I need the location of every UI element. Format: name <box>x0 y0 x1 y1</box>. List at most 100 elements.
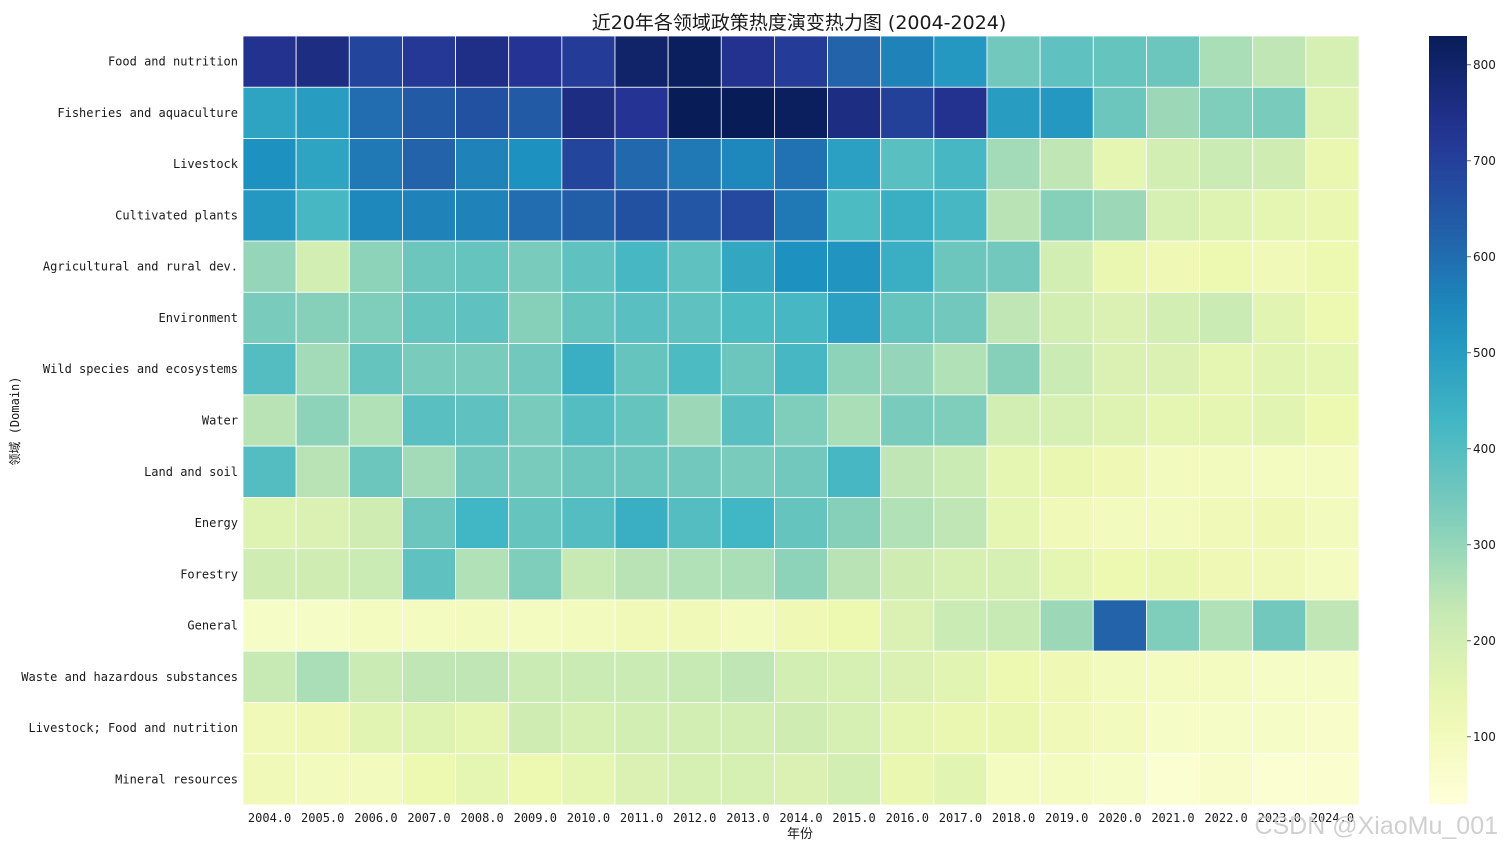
y-tick-labels: Food and nutrition Fisheries and aquacult… <box>21 55 239 787</box>
heatmap-cell <box>720 599 775 652</box>
y-tick-label: Energy <box>195 516 238 530</box>
heatmap-cell <box>774 548 828 601</box>
heatmap-cell <box>508 445 563 498</box>
heatmap-cell <box>242 189 297 242</box>
heatmap-cell <box>1305 189 1360 242</box>
heatmap-cell <box>774 394 828 447</box>
y-tick-label: Livestock <box>173 157 239 171</box>
heatmap-cell <box>986 291 1041 344</box>
heatmap-cell <box>1199 189 1254 242</box>
heatmap-cell <box>720 548 775 601</box>
heatmap-cell <box>1039 394 1094 447</box>
heatmap-cell <box>1039 753 1094 806</box>
heatmap-cell <box>827 138 882 191</box>
heatmap-cell <box>242 599 297 652</box>
heatmap-cell <box>1199 445 1254 498</box>
heatmap-cell <box>986 86 1041 139</box>
heatmap-cell <box>614 394 669 447</box>
heatmap-cell <box>508 138 563 191</box>
heatmap-cell <box>1199 86 1254 139</box>
heatmap-cell <box>667 394 722 447</box>
heatmap-cell <box>561 702 616 755</box>
colorbar-tick-label: 400 <box>1473 442 1496 456</box>
heatmap-cell <box>295 445 350 498</box>
heatmap-cell <box>1039 86 1094 139</box>
heatmap-cell <box>827 599 882 652</box>
heatmap-cell <box>1039 138 1094 191</box>
heatmap-cell <box>242 343 297 396</box>
heatmap-cell <box>1146 35 1200 88</box>
heatmap-cell <box>986 753 1041 806</box>
heatmap-cell <box>1199 394 1254 447</box>
heatmap-cell <box>402 189 456 242</box>
heatmap-cell <box>1039 35 1094 88</box>
x-tick-labels: 2004.0 2005.0 2006.0 2007.0 2008.0 2009.0 2010… <box>248 811 1354 825</box>
heatmap-cell <box>1146 343 1200 396</box>
heatmap-cell <box>242 753 297 806</box>
heatmap-cell <box>1092 291 1147 344</box>
heatmap-cell <box>827 35 882 88</box>
heatmap-cell <box>1305 343 1360 396</box>
heatmap-cell <box>880 394 935 447</box>
heatmap-cell <box>933 548 988 601</box>
heatmap-cell <box>614 138 669 191</box>
heatmap-cell <box>933 343 988 396</box>
heatmap-cell <box>402 394 456 447</box>
heatmap-cell <box>720 86 775 139</box>
heatmap-cell <box>880 599 935 652</box>
heatmap-cell <box>1252 753 1307 806</box>
x-tick-label: 2012.0 <box>673 811 716 825</box>
heatmap-cell <box>508 496 563 550</box>
heatmap-cell <box>720 753 775 806</box>
colorbar-tick-label: 800 <box>1473 58 1496 72</box>
heatmap-cell <box>880 138 935 191</box>
heatmap-cell <box>720 650 775 703</box>
heatmap-cell <box>295 240 350 293</box>
heatmap-cell <box>827 702 882 755</box>
heatmap-cell <box>1092 753 1147 806</box>
heatmap-cell <box>508 753 563 806</box>
heatmap-cell <box>402 599 456 652</box>
heatmap-cell <box>1252 35 1307 88</box>
heatmap-cell <box>933 599 988 652</box>
x-tick-label: 2022.0 <box>1204 811 1247 825</box>
heatmap-cell <box>827 394 882 447</box>
heatmap-cell <box>774 650 828 703</box>
heatmap-cell <box>508 702 563 755</box>
heatmap-cell <box>348 650 403 703</box>
heatmap-cell <box>348 445 403 498</box>
heatmap-cell <box>986 394 1041 447</box>
heatmap-cell <box>295 394 350 447</box>
heatmap-cell <box>933 189 988 242</box>
heatmap-cell <box>774 343 828 396</box>
heatmap-cell <box>880 86 935 139</box>
heatmap-cell <box>1092 35 1147 88</box>
y-tick-label: Mineral resources <box>115 772 238 786</box>
colorbar-tick-label: 200 <box>1473 634 1496 648</box>
heatmap-cell <box>1305 86 1360 139</box>
heatmap-cell <box>1092 86 1147 139</box>
heatmap-cell <box>508 394 563 447</box>
x-tick-label: 2019.0 <box>1045 811 1088 825</box>
heatmap-cell <box>667 291 722 344</box>
heatmap-cell <box>508 343 563 396</box>
heatmap-cell <box>933 394 988 447</box>
heatmap-cell <box>1146 240 1200 293</box>
heatmap-cell <box>295 138 350 191</box>
heatmap-cell <box>402 650 456 703</box>
heatmap-cell <box>1305 702 1360 755</box>
heatmap-cell <box>455 189 510 242</box>
heatmap-cell <box>1199 35 1254 88</box>
heatmap-cell <box>1199 343 1254 396</box>
x-tick-label: 2016.0 <box>886 811 929 825</box>
heatmap-cell <box>561 394 616 447</box>
heatmap-cell <box>1146 394 1200 447</box>
heatmap-cell <box>1092 599 1147 652</box>
heatmap-cell <box>295 343 350 396</box>
x-tick-label: 2005.0 <box>301 811 344 825</box>
heatmap-cell <box>402 548 456 601</box>
x-tick-label: 2013.0 <box>726 811 769 825</box>
heatmap-cell <box>242 138 297 191</box>
heatmap-cell <box>667 548 722 601</box>
heatmap-cell <box>1146 599 1200 652</box>
